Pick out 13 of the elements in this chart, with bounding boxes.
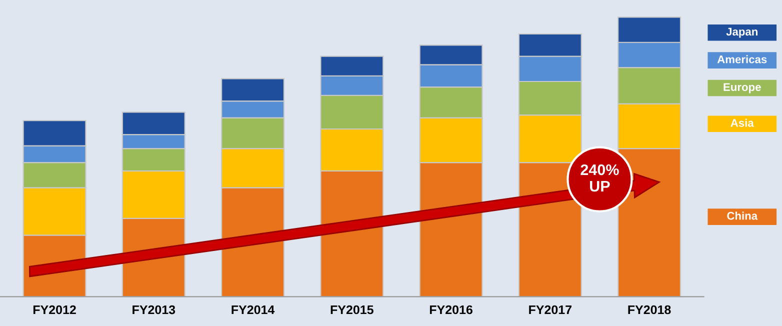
x-tick-label: FY2015: [330, 305, 374, 314]
text: Asia: [730, 118, 754, 127]
text: Japan: [726, 28, 758, 38]
x-tick-label: FY2012: [33, 305, 76, 314]
annotation: 240% UP: [580, 164, 619, 192]
text: China: [727, 212, 758, 220]
x-tick-label: FY2014: [232, 305, 275, 314]
x-tick-label: FY2018: [628, 305, 671, 314]
text: Americas: [717, 55, 767, 64]
x-tick-label: FY2017: [529, 305, 572, 314]
text: Europe: [724, 83, 761, 94]
x-tick-label: FY2016: [430, 305, 472, 314]
x-tick-label: FY2013: [132, 305, 176, 314]
